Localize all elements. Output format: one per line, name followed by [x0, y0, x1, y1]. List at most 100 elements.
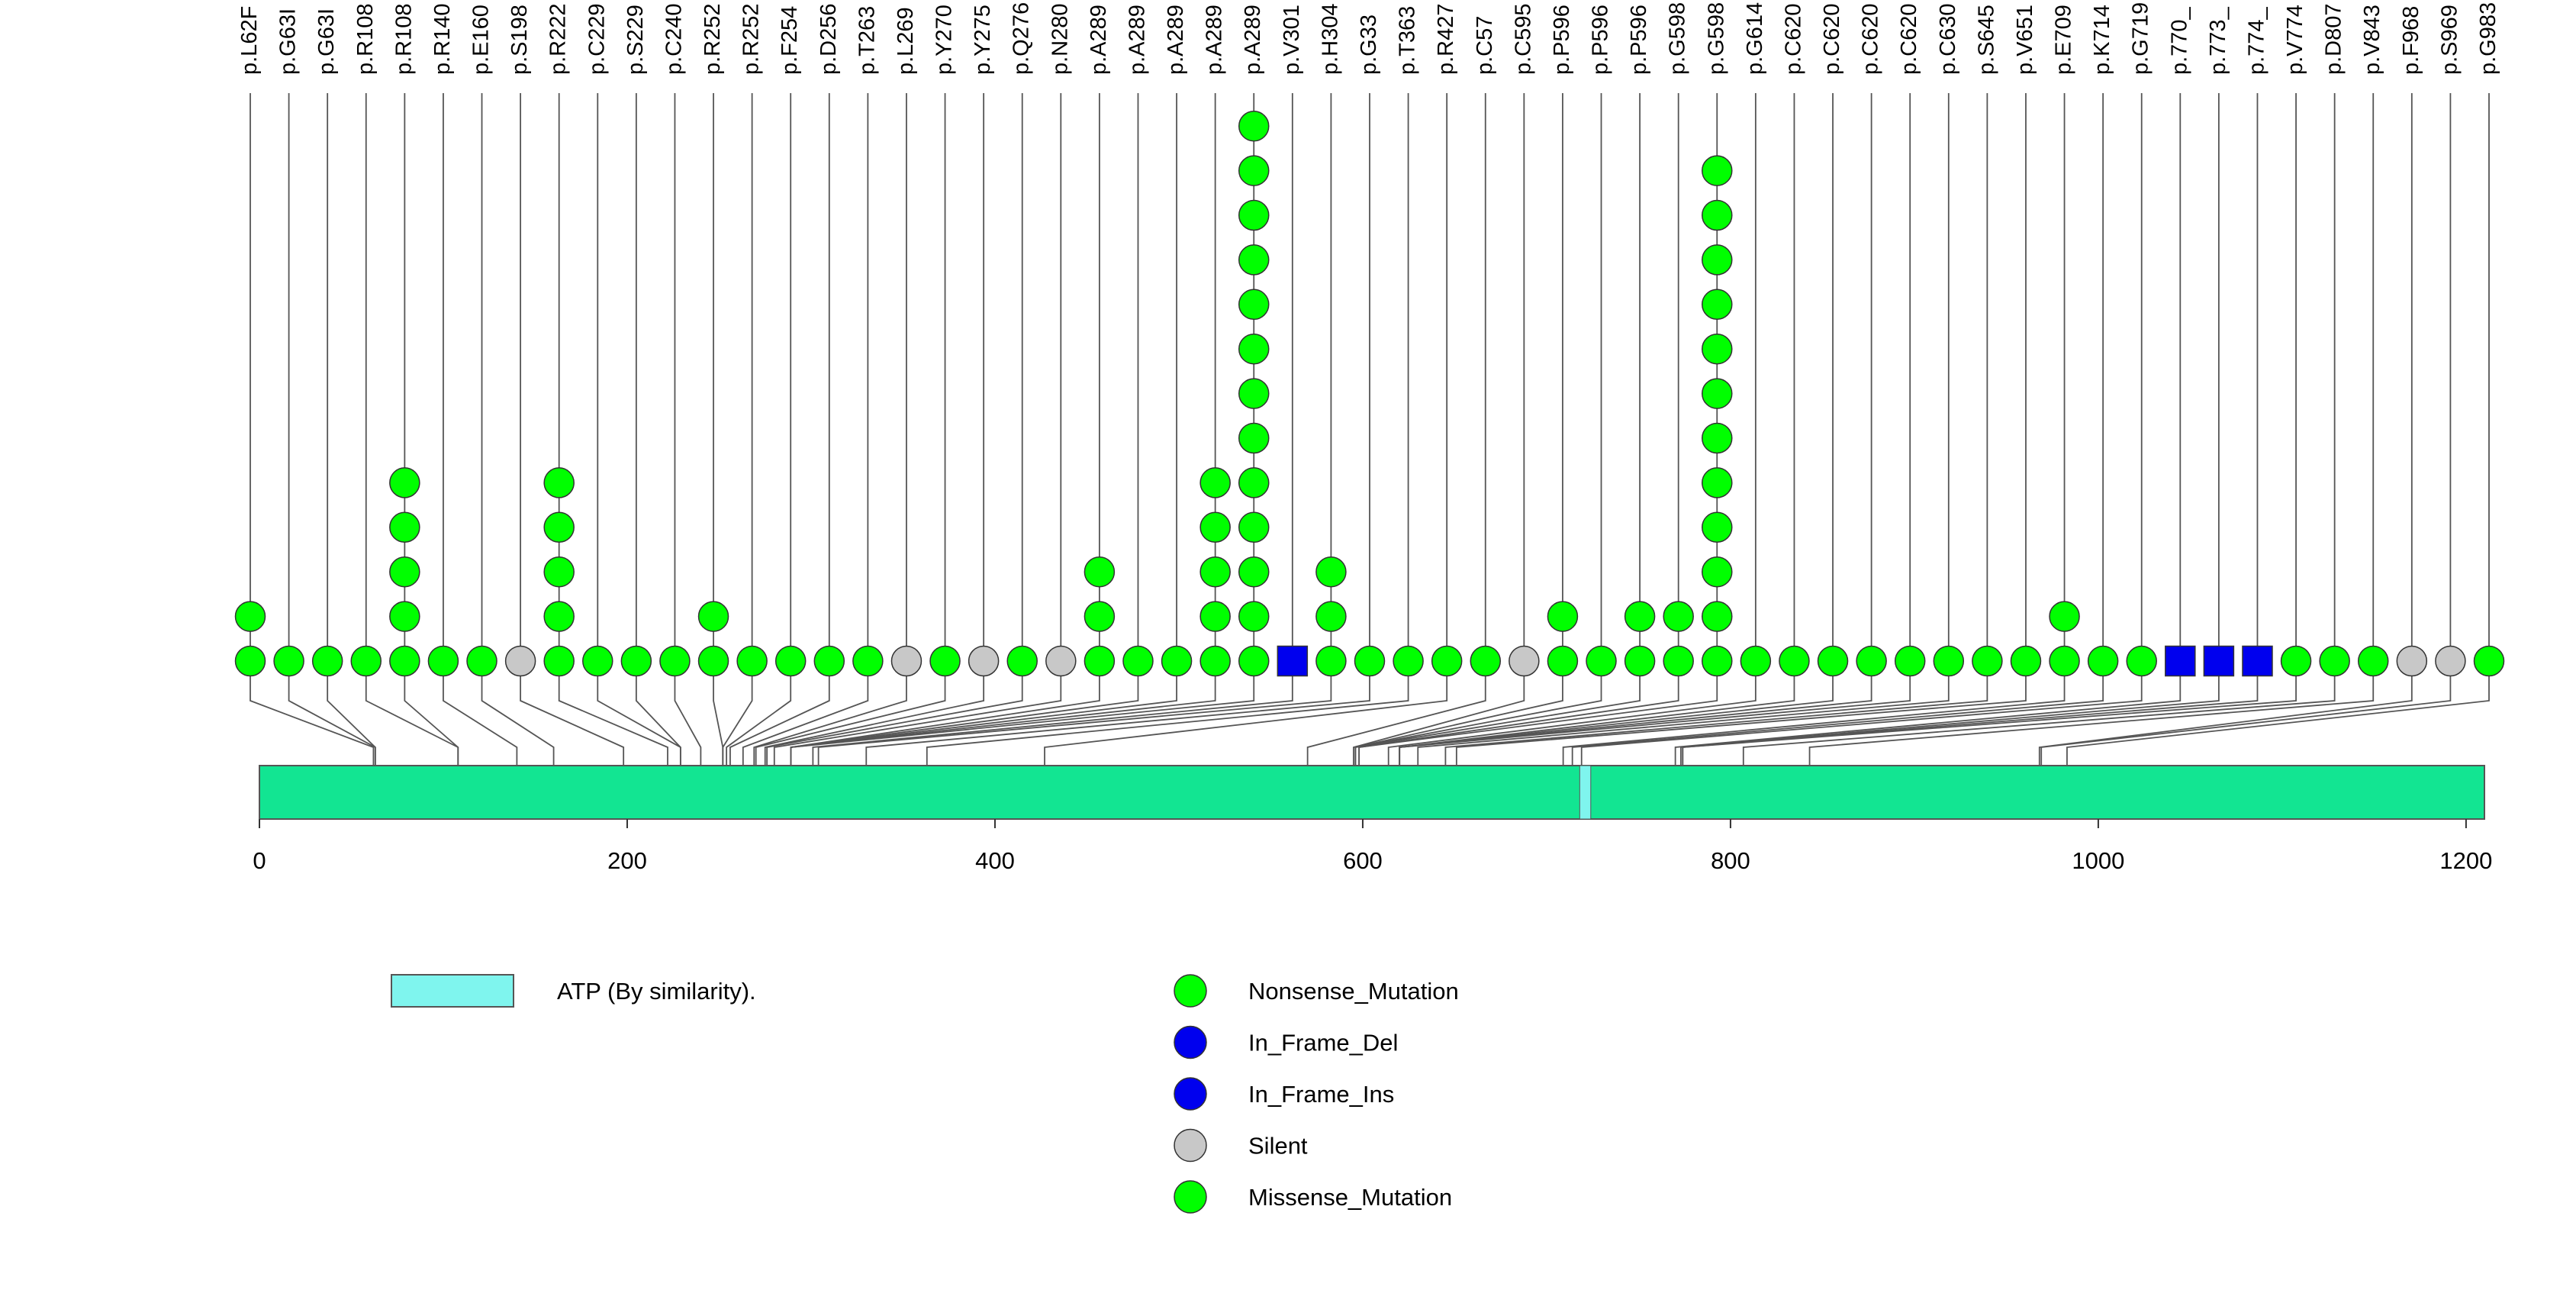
legend-label: Nonsense_Mutation: [1248, 978, 1459, 1005]
legend-label: In_Frame_Del: [1248, 1030, 1398, 1056]
mutation-marker: [2396, 645, 2428, 677]
mutation-label: p.C630: [1936, 3, 1960, 75]
mutation-marker: [1702, 556, 1733, 588]
mutation-labels: p.L62F p.G63I p.G63I p.R108 p.R108 p.R140 p.E1…: [237, 2, 2500, 75]
legend-label: Missense_Mutation: [1248, 1184, 1452, 1211]
legend-marker: [1174, 1180, 1207, 1214]
mutation-label: p.R222: [546, 3, 571, 75]
mutation-label: p.E709: [2052, 5, 2076, 75]
mutation-marker: [1702, 199, 1733, 231]
mutation-label: p.G598: [1704, 2, 1728, 75]
mutation-label: p.P596: [1589, 5, 1613, 75]
mutation-label: p.A289: [1241, 5, 1265, 75]
x-tick-label: 400: [975, 847, 1015, 874]
mutation-label: p.H304: [1318, 3, 1342, 75]
mutation-marker: [1431, 645, 1463, 677]
mutation-marker: [1663, 601, 1694, 632]
mutation-label: p.G33: [1357, 15, 1381, 75]
mutation-marker: [1702, 601, 1733, 632]
legend-label: In_Frame_Ins: [1248, 1081, 1394, 1108]
mutation-marker: [389, 645, 420, 677]
mutation-marker: [1006, 645, 1038, 677]
mutation-label: p.G614: [1743, 2, 1767, 75]
mutation-marker: [2010, 645, 2042, 677]
mutation-marker: [2165, 645, 2196, 677]
mutation-label: p.R140: [430, 3, 455, 75]
mutation-marker: [1315, 556, 1347, 588]
mutation-marker: [890, 645, 923, 677]
x-tick-label: 1200: [2439, 847, 2492, 874]
mutation-marker: [1238, 422, 1270, 454]
mutation-marker: [1624, 601, 1656, 632]
mutation-marker: [1702, 333, 1733, 365]
mutation-label: p.770_: [2167, 6, 2191, 75]
mutation-marker: [1238, 511, 1270, 543]
mutation-label: p.774_: [2244, 6, 2268, 75]
mutation-marker: [389, 511, 420, 543]
mutation-marker: [1199, 556, 1231, 588]
mutation-marker: [2473, 645, 2505, 677]
mutation-marker: [1586, 645, 1617, 677]
mutation-marker: [1470, 645, 1502, 677]
x-tick-label: 800: [1711, 847, 1750, 874]
mutation-marker: [1702, 289, 1733, 321]
mutation-marker: [774, 645, 807, 677]
mutation-marker: [1740, 645, 1772, 677]
mutation-marker: [1702, 244, 1733, 276]
mutation-marker: [620, 645, 652, 677]
mutation-marker: [2435, 645, 2466, 677]
mutation-label: p.L62F: [237, 6, 262, 75]
mutation-marker: [659, 645, 691, 677]
mutation-label: p.S969: [2437, 5, 2462, 75]
mutation-marker: [1933, 645, 1965, 677]
mutation-marker: [273, 645, 304, 677]
mutation-marker: [1238, 110, 1270, 142]
mutation-label: p.C620: [1781, 3, 1805, 75]
mutation-marker: [1277, 645, 1309, 677]
mutation-label: p.G983: [2476, 2, 2500, 75]
mutation-marker: [543, 467, 575, 498]
legend-label: ATP (By similarity).: [557, 978, 756, 1005]
mutation-label: p.V651: [2013, 5, 2037, 75]
mutation-marker: [2280, 645, 2312, 677]
mutation-label: p.R108: [353, 3, 378, 75]
legend-marker: [1174, 1025, 1207, 1059]
mutation-label: p.P596: [1550, 5, 1574, 75]
mutation-label: p.R108: [391, 3, 416, 75]
mutation-label: p.N280: [1048, 3, 1072, 75]
mutation-marker: [504, 645, 536, 677]
mutation-marker: [968, 645, 1000, 677]
mutation-marker: [1702, 422, 1733, 454]
mutation-marker: [736, 645, 768, 677]
mutation-marker: [1817, 645, 1849, 677]
mutation-label: p.A289: [1087, 5, 1111, 75]
mutation-label: p.V843: [2360, 5, 2384, 75]
legend-label: Silent: [1248, 1133, 1308, 1159]
mutation-marker: [1084, 556, 1116, 588]
mutation-label: p.C595: [1511, 3, 1535, 75]
mutation-label: p.Y275: [971, 5, 995, 75]
mutation-marker: [697, 645, 729, 677]
mutation-marker: [1122, 645, 1154, 677]
mutation-marker: [2242, 645, 2273, 677]
mutation-marker: [2049, 645, 2080, 677]
mutation-marker: [466, 645, 497, 677]
legend-swatch: [391, 974, 514, 1008]
mutation-marker: [2357, 645, 2389, 677]
mutation-marker: [1702, 378, 1733, 409]
x-tick-label: 0: [253, 847, 266, 874]
mutation-label: p.S645: [1974, 5, 1998, 75]
mutation-marker: [813, 645, 845, 677]
mutation-label: p.S229: [623, 5, 648, 75]
mutation-label: p.S198: [507, 5, 532, 75]
mutation-marker: [1238, 199, 1270, 231]
mutation-marker: [1547, 645, 1579, 677]
mutation-marker: [1315, 645, 1347, 677]
protein-bar: [259, 765, 2485, 820]
mutation-marker: [1779, 645, 1810, 677]
mutation-label: p.G63I: [314, 8, 339, 75]
mutation-marker: [1972, 645, 2003, 677]
mutation-label: p.C620: [1820, 3, 1844, 75]
mutation-marker: [582, 645, 613, 677]
